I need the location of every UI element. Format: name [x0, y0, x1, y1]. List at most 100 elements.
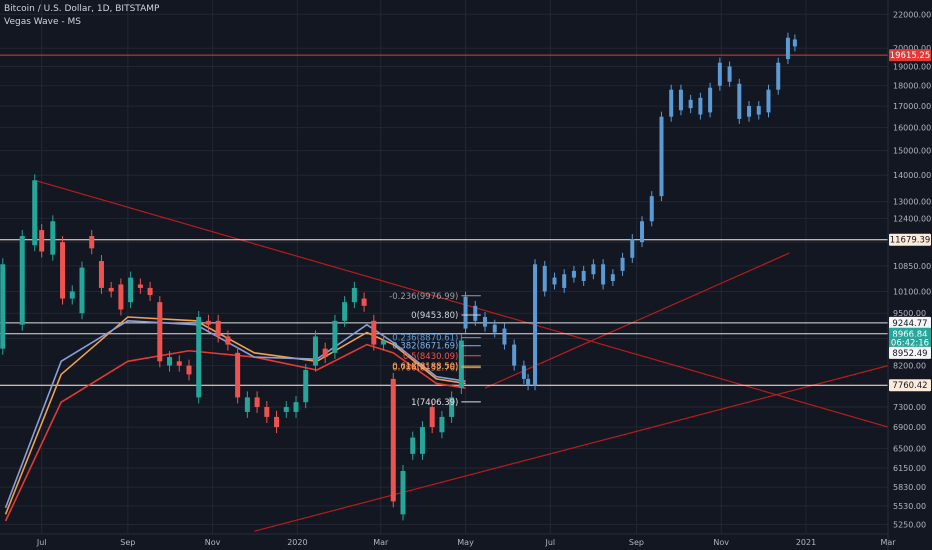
ema-line: [4, 343, 466, 522]
candle-body: [293, 402, 299, 412]
candle-body: [419, 427, 425, 454]
price-tag-label: 7760.42: [892, 381, 927, 391]
price-axis[interactable]: [888, 0, 932, 550]
fib-level-label: 0.236(8870.61): [392, 334, 458, 344]
price-tick-label: 9500.00: [893, 309, 926, 318]
projection-bar: [562, 274, 567, 288]
projection-bar: [659, 116, 664, 197]
trendline: [254, 365, 889, 532]
projection-bar: [502, 328, 507, 345]
price-tag-bg: [889, 336, 931, 349]
time-tick-label: Jul: [544, 538, 555, 547]
projection-bar: [571, 270, 576, 278]
time-tick-label: Nov: [713, 538, 729, 547]
candle-body: [351, 287, 357, 303]
projection-bar: [533, 264, 538, 386]
trendline: [34, 179, 889, 428]
time-tick-label: Mar: [373, 538, 389, 547]
projection-bar: [542, 265, 547, 292]
projection-bar: [552, 277, 557, 285]
time-tick-label: May: [457, 538, 474, 547]
projection-bar: [492, 324, 497, 333]
candle-body: [371, 320, 377, 345]
fib-level-label: 0.5(8430.09): [403, 352, 458, 362]
candle-body: [332, 320, 338, 353]
candle-body: [98, 261, 104, 288]
candle-body: [147, 287, 153, 295]
candle-body: [108, 287, 114, 292]
candle-body: [0, 264, 6, 349]
projection-bar: [756, 106, 761, 115]
projection-bar: [620, 257, 625, 271]
projection-bar: [649, 196, 654, 222]
fib-level-label: 0.382(8671.69): [392, 342, 458, 352]
price-axis-labels: 22000.00 20000.00 19000.00 18000.00 17000.00…: [893, 10, 931, 529]
projection-bar: [717, 62, 722, 86]
fib-level-label: 0.786(8152.76): [392, 364, 458, 374]
fibonacci-levels: -0.236(9976.99)0(9453.80)0.236(8870.61)0…: [389, 292, 481, 408]
price-tag-label: 8966.84: [892, 330, 927, 340]
candle-body: [39, 230, 45, 252]
candle-body: [186, 365, 192, 375]
projection-bar: [630, 239, 635, 258]
price-tick-label: 6900.00: [893, 423, 926, 432]
price-tick-label: 13000.00: [893, 198, 931, 207]
projection-bar: [512, 344, 517, 366]
projection-bar: [610, 274, 615, 282]
candle-body: [235, 352, 241, 398]
candle-body: [225, 336, 231, 345]
price-tick-label: 5830.00: [893, 483, 926, 492]
projection-bar: [640, 221, 645, 243]
projection-bars: [463, 32, 797, 391]
projection-bar: [591, 264, 596, 275]
price-tick-label: 10100.00: [893, 287, 931, 296]
price-tick-label: 14000.00: [893, 171, 931, 180]
candle-body: [458, 340, 464, 389]
candle-body: [137, 284, 143, 288]
price-tick-label: 17000.00: [893, 102, 931, 111]
candle-body: [361, 298, 367, 306]
candle-body: [157, 302, 163, 362]
price-tick-label: 5250.00: [893, 520, 926, 529]
price-tag-bg: [889, 233, 931, 246]
price-tag-bg: [889, 49, 931, 62]
candle-body: [244, 397, 250, 412]
candle-body: [50, 221, 56, 255]
candle-body: [400, 470, 406, 515]
candle-body: [381, 340, 387, 345]
ema-line: [4, 316, 466, 515]
price-tick-label: 10850.00: [893, 262, 931, 271]
time-axis-labels[interactable]: Jul Sep Nov 2020 Mar May Jul Sep Nov 2021 Mar: [36, 538, 896, 547]
candle-body: [19, 236, 25, 325]
projection-bar: [526, 378, 531, 386]
projection-bar: [669, 89, 674, 117]
price-tag-label: 19615.25: [890, 51, 931, 61]
projection-bar: [727, 66, 732, 82]
projection-bar: [776, 62, 781, 90]
price-tag-bg: [889, 346, 931, 359]
time-tick-label: Nov: [205, 538, 221, 547]
price-tag-label: 8952.49: [892, 349, 927, 359]
candle-body: [118, 284, 124, 310]
projection-bar: [766, 89, 771, 113]
candle-body: [196, 317, 202, 398]
price-tick-label: 6150.00: [893, 464, 926, 473]
candle-body: [429, 407, 435, 428]
projection-bar: [463, 296, 468, 329]
projection-bar: [747, 106, 752, 117]
projection-bar: [785, 37, 790, 60]
ema-lines: [4, 316, 466, 522]
projection-bar: [473, 305, 478, 321]
price-tick-label: 20000.00: [893, 44, 931, 53]
price-tag-bg: [889, 316, 931, 329]
candle-body: [69, 291, 75, 299]
fib-level-label: 0.618(8188.50): [392, 362, 458, 372]
symbol-title: Bitcoin / U.S. Dollar, 1D, BITSTAMP: [4, 4, 160, 14]
price-tag-label: 9244.77: [892, 319, 927, 329]
candle-body: [79, 267, 85, 314]
projection-bar: [698, 97, 703, 115]
candle-body: [215, 320, 221, 337]
price-tick-label: 16000.00: [893, 124, 931, 133]
candle-body: [283, 407, 289, 412]
